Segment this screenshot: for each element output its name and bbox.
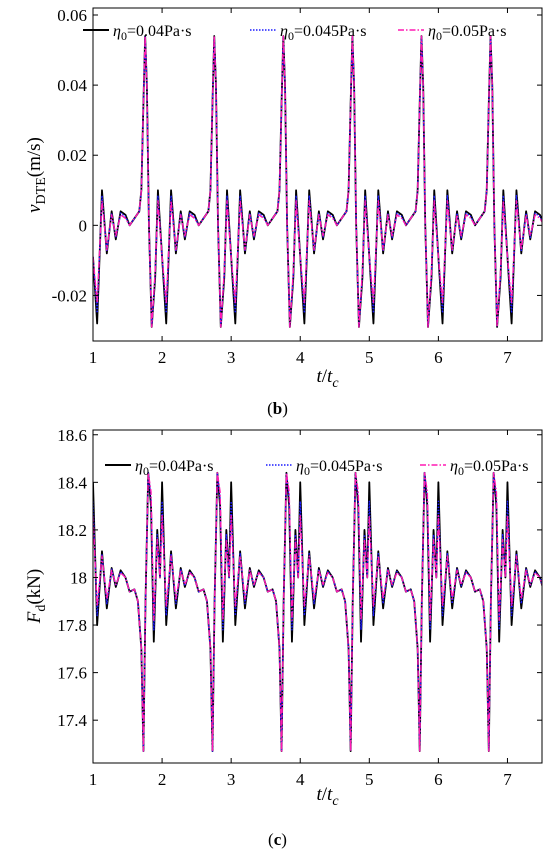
y-axis-label: vDTE(m/s) xyxy=(24,137,49,213)
legend-rest: =0.05Pa·s xyxy=(464,458,529,475)
x-tick-label: 3 xyxy=(227,770,236,789)
legend-rest: =0.05Pa·s xyxy=(442,23,507,40)
axes-box xyxy=(92,7,543,342)
panel-label-close: ) xyxy=(282,399,288,418)
panel-label-open: ( xyxy=(268,830,274,849)
y-tick-label: -0.02 xyxy=(52,286,87,305)
y-axis-label: Fd(kN) xyxy=(24,569,49,625)
y-axis-label-unit: (m/s) xyxy=(24,137,45,177)
y-tick-label: 17.4 xyxy=(57,711,87,730)
legend-rest: =0.045Pa·s xyxy=(310,458,383,475)
y-tick-label: 18.6 xyxy=(57,426,87,445)
y-axis-label-unit: (kN) xyxy=(24,569,45,605)
x-axis-label-main: t xyxy=(316,366,322,387)
x-tick-label: 2 xyxy=(158,770,167,789)
series-line xyxy=(93,472,542,752)
panel-label-letter: c xyxy=(274,830,282,849)
x-tick-label: 6 xyxy=(434,348,443,367)
x-tick-label: 2 xyxy=(158,348,167,367)
x-tick-label: 5 xyxy=(365,348,374,367)
legend-label: η0=0.045Pa·s xyxy=(280,23,367,43)
panel-label-open: ( xyxy=(267,399,273,418)
legend-eta: η xyxy=(113,23,121,40)
legend-sub: 0 xyxy=(121,29,127,43)
y-axis-label-main: v xyxy=(24,204,45,213)
y-tick-label: 0.06 xyxy=(57,6,87,25)
legend-eta: η xyxy=(450,458,458,475)
legend-sub: 0 xyxy=(304,464,310,478)
y-tick-label: 18 xyxy=(70,568,87,587)
panel-label-letter: b xyxy=(273,399,282,418)
y-tick-label: 0.04 xyxy=(57,76,87,95)
series-line xyxy=(93,35,542,328)
x-axis-label-separator: / xyxy=(322,366,328,387)
series-line xyxy=(93,471,542,753)
panel-label-close: ) xyxy=(281,830,287,849)
legend-sub: 0 xyxy=(436,29,442,43)
x-tick-label: 7 xyxy=(503,348,512,367)
x-axis-label-main2: t xyxy=(327,784,333,805)
y-axis-label-main: F xyxy=(24,611,45,624)
x-axis-label-separator: / xyxy=(322,784,328,805)
legend-eta: η xyxy=(428,23,436,40)
legend-eta: η xyxy=(296,458,304,475)
x-tick-label: 3 xyxy=(227,348,236,367)
legend-eta: η xyxy=(135,458,143,475)
x-axis-label: t/tc xyxy=(316,784,339,809)
chart-panel-c: 1 2 3 4 5 6 717.417.617.81818.218.418.6t/tcFd(… xyxy=(24,426,543,849)
legend-sub: 0 xyxy=(143,464,149,478)
x-tick-label: 1 xyxy=(89,770,98,789)
x-axis-label-sub: c xyxy=(332,376,339,391)
legend-eta: η xyxy=(280,23,288,40)
x-tick-label: 5 xyxy=(365,770,374,789)
legend-label: η0=0.05Pa·s xyxy=(450,458,529,478)
x-tick-label: 4 xyxy=(296,770,305,789)
legend-rest: =0.04Pa·s xyxy=(149,458,214,475)
legend-sub: 0 xyxy=(288,29,294,43)
panel-label: (b) xyxy=(267,399,288,418)
x-tick-label: 6 xyxy=(434,770,443,789)
legend-sub: 0 xyxy=(458,464,464,478)
legend-rest: =0.04Pa·s xyxy=(127,23,192,40)
x-tick-label: 7 xyxy=(503,770,512,789)
panel-label: (c) xyxy=(268,830,287,849)
legend-label: η0=0.04Pa·s xyxy=(135,458,214,478)
legend-label: η0=0.045Pa·s xyxy=(296,458,383,478)
series-line xyxy=(93,35,542,328)
legend-label: η0=0.04Pa·s xyxy=(113,23,192,43)
series-line xyxy=(93,35,542,328)
x-tick-label: 4 xyxy=(296,348,305,367)
y-tick-label: 18.2 xyxy=(57,521,87,540)
x-axis-label-sub: c xyxy=(332,794,339,809)
y-axis-label-sub: d xyxy=(34,605,49,612)
x-tick-label: 1 xyxy=(89,348,98,367)
legend-rest: =0.045Pa·s xyxy=(294,23,367,40)
x-axis-label-main2: t xyxy=(327,366,333,387)
x-axis-label: t/tc xyxy=(316,366,339,391)
y-tick-label: 18.4 xyxy=(57,473,87,492)
y-tick-label: 0 xyxy=(79,216,88,235)
chart-panel-b: 1 2 3 4 5 6 7-0.0200.020.040.06t/tcvDTE(m/s)η0… xyxy=(24,6,543,418)
y-tick-label: 0.02 xyxy=(57,146,87,165)
y-axis-label-sub: DTE xyxy=(34,177,49,204)
x-axis-label-main: t xyxy=(316,784,322,805)
y-tick-label: 17.8 xyxy=(57,616,87,635)
axes-box xyxy=(92,429,543,764)
legend-label: η0=0.05Pa·s xyxy=(428,23,507,43)
y-tick-label: 17.6 xyxy=(57,664,87,683)
